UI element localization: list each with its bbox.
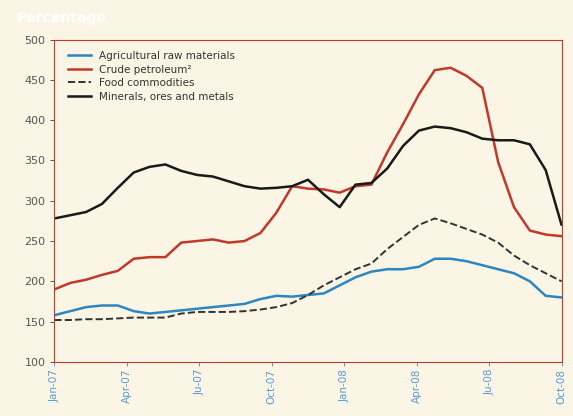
Text: Percentage: Percentage [17,11,107,25]
Legend: Agricultural raw materials, Crude petroleum², Food commodities, Minerals, ores a: Agricultural raw materials, Crude petrol… [65,48,238,105]
